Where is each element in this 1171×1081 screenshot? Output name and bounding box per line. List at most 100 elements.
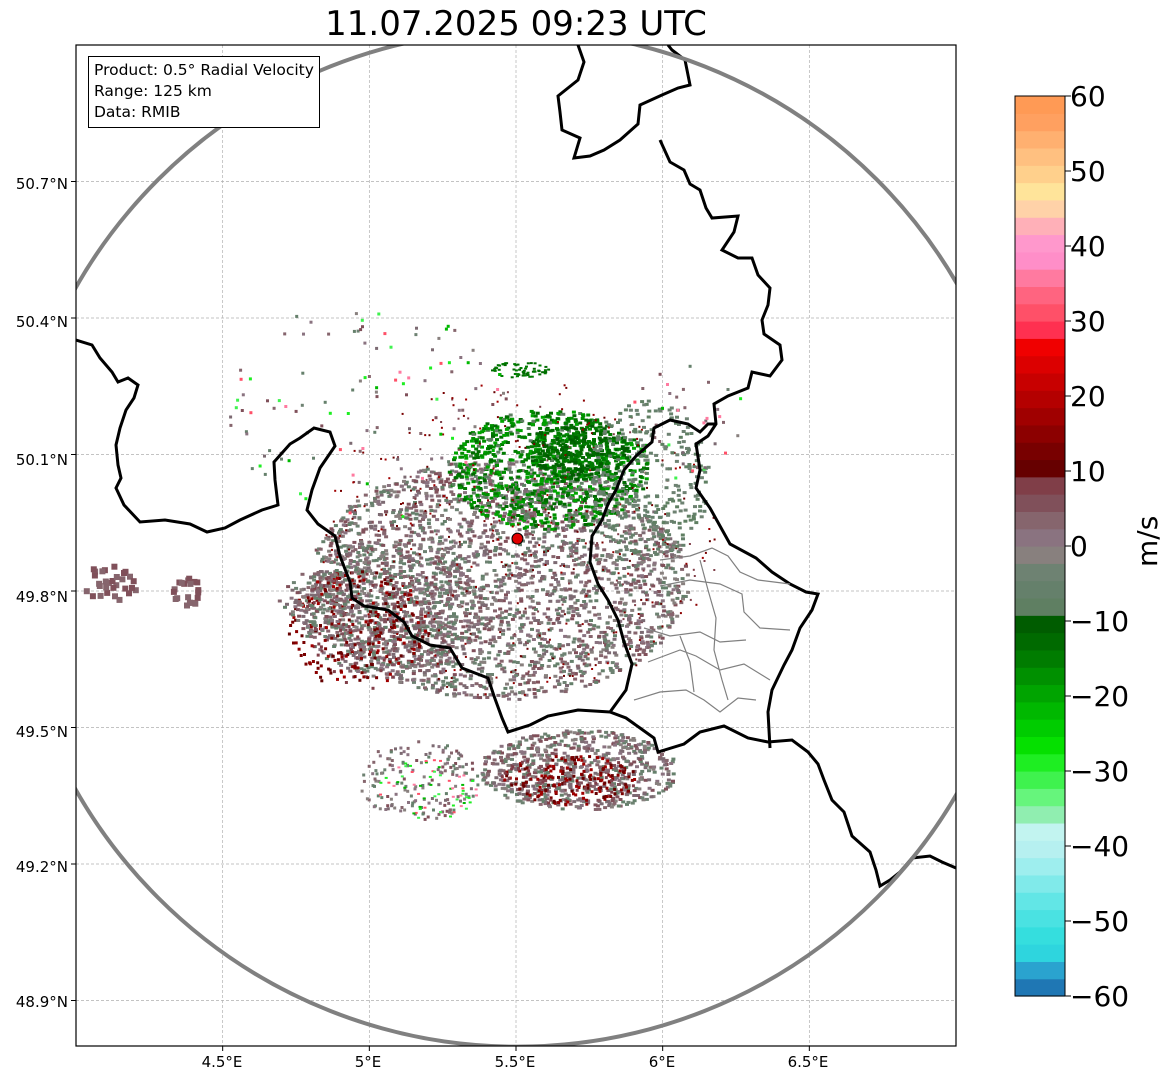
echo-pixel (659, 641, 663, 645)
echo-pixel (428, 487, 433, 490)
echo-pixel (461, 647, 466, 651)
echo-pixel (306, 604, 310, 608)
echo-pixel (450, 625, 455, 629)
echo-pixel (580, 464, 584, 468)
echo-pixel (631, 580, 636, 584)
echo-pixel (394, 649, 399, 653)
echo-pixel (550, 544, 555, 548)
echo-pixel (485, 493, 490, 496)
echo-pixel (669, 615, 674, 619)
echo-pixel (418, 513, 423, 517)
echo-pixel (581, 672, 586, 675)
echo-pixel (412, 651, 416, 655)
echo-pixel (562, 652, 567, 656)
echo-pixel (388, 613, 392, 617)
echo-pixel (364, 607, 369, 611)
echo-pixel (405, 550, 410, 554)
echo-pixel (328, 615, 333, 619)
echo-pixel (566, 771, 571, 775)
echo-pixel (584, 505, 589, 509)
echo-pixel (287, 632, 291, 636)
echo-pixel (627, 630, 632, 634)
echo-pixel (622, 483, 627, 486)
echo-pixel (542, 454, 547, 458)
echo-pixel (505, 652, 510, 655)
echo-pixel (340, 517, 345, 521)
echo-pixel (386, 663, 391, 667)
echo-pixel (484, 496, 489, 499)
echo-pixel (474, 453, 479, 457)
echo-pixel (530, 459, 535, 463)
echo-pixel (433, 485, 438, 489)
echo-pixel (349, 648, 353, 652)
echo-pixel (539, 490, 544, 494)
echo-pixel (319, 675, 323, 679)
echo-pixel (561, 597, 566, 601)
echo-pixel (448, 499, 453, 503)
echo-pixel (614, 664, 619, 668)
echo-pixel (442, 572, 447, 576)
echo-pixel (470, 684, 475, 687)
echo-pixel (519, 517, 524, 520)
echo-pixel (394, 592, 399, 596)
echo-pixel (476, 667, 481, 671)
echo-pixel (535, 432, 540, 436)
echo-pixel (653, 551, 657, 554)
echo-pixel (526, 784, 530, 788)
echo-pixel (344, 654, 348, 658)
echo-pixel (396, 490, 401, 494)
echo-pixel (571, 671, 575, 675)
echo-pixel (659, 625, 664, 629)
echo-pixel (584, 490, 589, 494)
echo-pixel (642, 466, 646, 470)
echo-pixel (360, 643, 365, 647)
echo-pixel (518, 496, 523, 499)
echo-pixel (644, 462, 649, 466)
echo-pixel (471, 649, 476, 653)
echo-pixel (615, 666, 620, 669)
echo-pixel (437, 547, 442, 551)
echo-pixel (388, 628, 392, 632)
echo-pixel (407, 593, 411, 597)
echo-pixel (562, 681, 567, 684)
echo-pixel (333, 658, 337, 662)
echo-pixel (544, 444, 549, 448)
echo-pixel (414, 640, 419, 643)
echo-pixel (478, 606, 483, 610)
echo-pixel (612, 637, 617, 641)
echo-pixel (637, 653, 642, 657)
echo-pixel (331, 593, 336, 597)
echo-pixel (592, 432, 596, 435)
echo-pixel (624, 525, 629, 529)
echo-pixel (639, 636, 644, 640)
echo-pixel (551, 621, 556, 625)
echo-pixel (464, 471, 469, 475)
echo-pixel (392, 620, 396, 624)
echo-pixel (417, 587, 422, 591)
echo-pixel (532, 670, 537, 674)
echo-pixel (429, 549, 434, 553)
echo-pixel (480, 666, 485, 670)
echo-pixel (456, 474, 461, 478)
echo-pixel (361, 570, 364, 574)
echo-pixel (385, 679, 389, 683)
echo-pixel (398, 571, 403, 575)
echo-pixel (523, 489, 528, 493)
echo-pixel (532, 512, 537, 516)
echo-pixel (586, 589, 591, 593)
echo-pixel (356, 616, 361, 620)
echo-pixel (658, 530, 663, 534)
echo-pixel (529, 445, 534, 449)
echo-pixel (540, 637, 545, 641)
echo-pixel (399, 595, 403, 599)
echo-pixel (670, 553, 675, 557)
echo-pixel (631, 773, 636, 776)
echo-pixel (588, 487, 592, 491)
echo-pixel (387, 658, 392, 661)
echo-pixel (490, 483, 495, 487)
echo-pixel (497, 514, 502, 518)
echo-pixel (425, 659, 430, 663)
echo-pixel (342, 578, 347, 582)
echo-pixel (526, 427, 531, 430)
echo-pixel (620, 749, 625, 753)
